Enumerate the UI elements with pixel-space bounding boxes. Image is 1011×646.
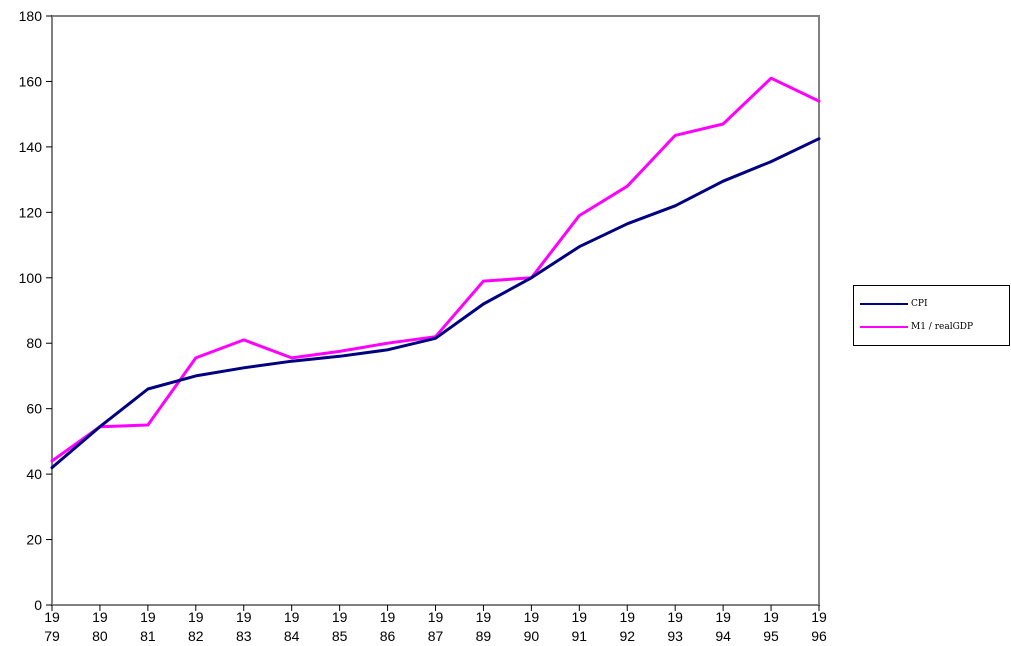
x-tick-label-top: 19 — [332, 609, 348, 625]
legend-item-m1-realgdp: M1 / realGDP — [860, 320, 973, 334]
y-tick-label: 100 — [19, 270, 43, 286]
x-tick-label-top: 19 — [572, 609, 588, 625]
x-tick-label-top: 19 — [811, 609, 827, 625]
x-tick-label-bottom: 90 — [524, 628, 540, 644]
x-tick-label-top: 19 — [92, 609, 108, 625]
x-tick-label-bottom: 81 — [140, 628, 156, 644]
x-tick-label-bottom: 84 — [284, 628, 300, 644]
y-tick-label: 60 — [26, 401, 42, 417]
x-tick-label-bottom: 82 — [188, 628, 204, 644]
x-tick-label-top: 19 — [44, 609, 60, 625]
x-tick-label-bottom: 94 — [715, 628, 731, 644]
x-tick-label-bottom: 80 — [92, 628, 108, 644]
x-tick-label-top: 19 — [284, 609, 300, 625]
x-tick-label-top: 19 — [715, 609, 731, 625]
x-tick-label-bottom: 83 — [236, 628, 252, 644]
x-tick-label-bottom: 96 — [811, 628, 827, 644]
x-tick-label-top: 19 — [380, 609, 396, 625]
x-tick-label-bottom: 93 — [667, 628, 683, 644]
y-tick-label: 180 — [19, 8, 43, 24]
x-tick-label-top: 19 — [476, 609, 492, 625]
x-tick-label-top: 19 — [667, 609, 683, 625]
x-tick-label-top: 19 — [619, 609, 635, 625]
x-tick-label-bottom: 86 — [380, 628, 396, 644]
y-tick-label: 140 — [19, 139, 43, 155]
x-tick-label-top: 19 — [188, 609, 204, 625]
legend-label-m1-realgdp: M1 / realGDP — [911, 322, 974, 332]
y-tick-label: 40 — [26, 466, 42, 482]
y-axis: 0 20 40 60 80 100 120 140 160 180 — [19, 8, 52, 613]
x-tick-label-bottom: 87 — [428, 628, 444, 644]
x-tick-label-bottom: 79 — [44, 628, 60, 644]
legend: CPI M1 / realGDP — [853, 285, 1010, 346]
legend-swatch-cpi — [860, 303, 908, 305]
x-tick-label-top: 19 — [140, 609, 156, 625]
x-tick-label-bottom: 89 — [476, 628, 492, 644]
legend-swatch-m1-realgdp — [860, 326, 908, 328]
x-tick-label-bottom: 85 — [332, 628, 348, 644]
plot-area — [51, 15, 820, 606]
x-tick-label-top: 19 — [763, 609, 779, 625]
series-line-cpi — [50, 137, 821, 470]
x-tick-label-top: 19 — [428, 609, 444, 625]
x-tick-label-top: 19 — [524, 609, 540, 625]
x-tick-label-top: 19 — [236, 609, 252, 625]
y-tick-label: 20 — [26, 532, 42, 548]
series-lines — [50, 76, 821, 470]
y-tick-label: 120 — [19, 204, 43, 220]
x-axis: 19 79 19 80 19 81 19 82 19 83 19 84 19 85 19 86 19 87 19 89… — [44, 605, 827, 644]
x-tick-label-bottom: 92 — [619, 628, 635, 644]
y-tick-label: 160 — [19, 73, 43, 89]
y-tick-label: 80 — [26, 335, 42, 351]
y-tick-label: 0 — [34, 597, 42, 613]
legend-item-cpi: CPI — [860, 297, 928, 311]
x-tick-label-bottom: 91 — [572, 628, 588, 644]
x-tick-label-bottom: 95 — [763, 628, 779, 644]
legend-label-cpi: CPI — [911, 299, 928, 309]
